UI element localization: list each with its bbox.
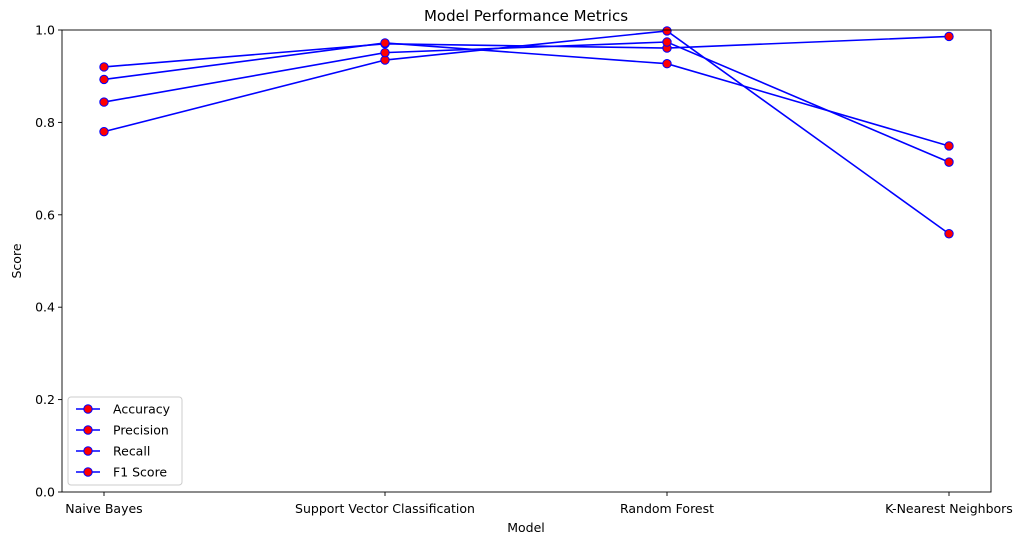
x-tick-label: Support Vector Classification (295, 501, 475, 516)
data-point-3-2 (662, 37, 672, 47)
legend-label: Recall (113, 444, 150, 459)
legend: Accuracy Precision Recall F1 Score (67, 396, 183, 486)
data-point-0-0 (99, 62, 109, 72)
legend-box (67, 396, 183, 486)
data-point-3-3 (944, 157, 954, 167)
x-tick-label: Naive Bayes (65, 501, 142, 516)
data-point-2-0 (99, 74, 109, 85)
y-tick-label: 0.4 (35, 300, 55, 315)
data-point-1-3 (944, 229, 954, 239)
data-point-2-3 (944, 141, 954, 151)
data-point-1-2 (662, 26, 672, 36)
legend-marker (83, 467, 93, 477)
chart-title: Model Performance Metrics (424, 7, 628, 25)
axes-frame (61, 29, 992, 493)
legend-marker (83, 425, 93, 435)
data-point-3-0 (99, 97, 109, 107)
y-tick-label: 0.6 (35, 207, 55, 222)
y-tick-label: 0.0 (35, 485, 55, 500)
legend-marker (83, 446, 93, 456)
y-axis-label: Score (9, 243, 24, 278)
x-axis-label: Model (507, 520, 545, 535)
y-tick-label: 0.8 (35, 115, 55, 130)
legend-label: Precision (113, 423, 169, 438)
legend-label: F1 Score (113, 465, 167, 480)
plot-area: 0.0 0.2 0.4 0.6 0.8 1.0 Naive Bayes Support Vec… (35, 23, 1013, 517)
data-point-3-1 (380, 47, 390, 58)
x-tick-label: K-Nearest Neighbors (885, 501, 1013, 516)
series-line-3 (103, 41, 950, 163)
y-tick-label: 0.2 (35, 392, 55, 407)
data-point-0-3 (944, 31, 954, 42)
data-point-2-1 (380, 38, 390, 48)
x-tick-label: Random Forest (620, 501, 714, 516)
legend-marker (83, 404, 93, 414)
series-line-1 (103, 30, 950, 235)
data-point-2-2 (662, 59, 672, 69)
y-tick-label: 1.0 (35, 23, 55, 38)
data-point-1-0 (99, 126, 109, 137)
series-line-2 (103, 42, 950, 147)
legend-label: Accuracy (113, 402, 171, 417)
